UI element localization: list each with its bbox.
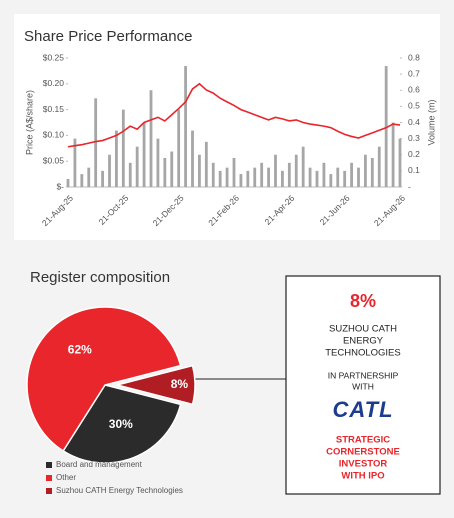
volume-bar: [211, 162, 215, 187]
volume-bar: [121, 109, 125, 187]
callout-company: TECHNOLOGIES: [325, 348, 401, 359]
callout-box: [285, 275, 441, 495]
volume-bar: [294, 154, 298, 187]
legend-label: Other: [56, 473, 76, 482]
volume-bar: [225, 167, 229, 187]
volume-bar: [329, 174, 333, 187]
y2-tick-label: 0.3: [408, 133, 420, 143]
volume-bar: [218, 170, 222, 187]
pie-slice: [62, 384, 182, 464]
volume-bar: [156, 138, 160, 187]
y2-tick-label: 0.7: [408, 68, 420, 78]
volume-bar: [142, 122, 146, 187]
volume-bar: [384, 66, 388, 187]
y2-tick-label: 0.8: [408, 52, 420, 62]
callout-logo: CATL: [332, 397, 393, 422]
volume-bar: [66, 178, 70, 187]
volume-bar: [391, 122, 395, 187]
volume-bar: [377, 146, 381, 187]
volume-bar: [357, 167, 360, 187]
y-tick-label: $0.10: [43, 130, 65, 140]
price-line: [67, 82, 401, 148]
legend-swatch: [46, 462, 52, 468]
callout-company: SUZHOU CATH: [329, 324, 397, 335]
volume-bar: [253, 167, 257, 187]
volume-bar: [315, 170, 319, 187]
callout-company: ENERGY: [343, 336, 384, 347]
volume-bar: [101, 170, 104, 187]
legend-swatch: [46, 488, 52, 494]
volume-bar: [204, 141, 208, 187]
y2-tick-label: 0.4: [408, 117, 420, 127]
volume-bar: [308, 167, 312, 187]
callout-role: STRATEGIC: [336, 435, 390, 446]
legend-label: Board and management: [56, 460, 143, 469]
volume-bar: [177, 109, 181, 187]
callout-role: INVESTOR: [339, 459, 388, 470]
y2-tick-label: 0.6: [408, 85, 420, 95]
volume-bar: [94, 98, 98, 187]
callout-role: CORNERSTONE: [326, 447, 400, 458]
chart-title: Share Price Performance: [24, 28, 192, 45]
volume-bar: [274, 154, 277, 187]
legend-label: Suzhou CATH Energy Technologies: [56, 486, 183, 495]
volume-bar: [87, 167, 91, 187]
volume-bar: [322, 162, 326, 187]
volume-bar: [232, 157, 236, 187]
volume-bar: [128, 162, 132, 187]
y-tick-label: $0.25: [43, 52, 65, 62]
y2-tick-label: 0.2: [408, 149, 420, 159]
volume-bar: [267, 167, 270, 187]
volume-bar: [149, 90, 153, 187]
callout-partner: IN PARTNERSHIP: [328, 370, 399, 380]
chart-panel: [14, 14, 440, 240]
volume-bar: [260, 162, 264, 187]
y2-tick-label: 0.5: [408, 101, 420, 111]
volume-bar: [239, 174, 243, 187]
volume-bar: [364, 154, 367, 187]
volume-bar: [398, 138, 402, 187]
axis-label: Price (A$/share): [24, 90, 34, 155]
volume-bar: [343, 170, 347, 187]
callout-partner: WITH: [352, 381, 374, 391]
volume-bar: [170, 151, 174, 187]
volume-bar: [336, 167, 340, 187]
volume-bar: [115, 130, 118, 187]
volume-bar: [246, 170, 250, 187]
volume-bar: [184, 66, 187, 187]
slice-label: 8%: [171, 377, 189, 391]
volume-bar: [281, 170, 284, 187]
volume-bar: [198, 154, 201, 187]
volume-bar: [80, 174, 84, 187]
y2-tick-label: 0.1: [408, 165, 420, 175]
pie-slice: [26, 306, 182, 452]
slice-label: 30%: [109, 417, 133, 431]
volume-bar: [370, 157, 374, 187]
volume-bar: [108, 154, 111, 187]
volume-bar: [73, 138, 77, 187]
callout-role: WITH IPO: [341, 471, 384, 482]
y-tick-label: $0.20: [43, 78, 65, 88]
callout-percent: 8%: [350, 291, 376, 311]
volume-bar: [350, 162, 353, 187]
volume-bar: [301, 146, 305, 187]
legend-swatch: [46, 475, 52, 481]
y-tick-label: $0.05: [43, 155, 65, 165]
slice-label: 62%: [68, 342, 92, 356]
axis-label: Volume (m): [426, 99, 436, 145]
pie-slice: [116, 364, 196, 406]
volume-bar: [135, 146, 139, 187]
chart-title: Register composition: [30, 269, 170, 286]
y-tick-label: $-: [56, 181, 64, 191]
y-tick-label: $0.15: [43, 104, 65, 114]
volume-bar: [191, 130, 194, 187]
y2-tick-label: -: [408, 181, 411, 191]
volume-bar: [163, 157, 167, 187]
volume-bar: [287, 162, 291, 187]
